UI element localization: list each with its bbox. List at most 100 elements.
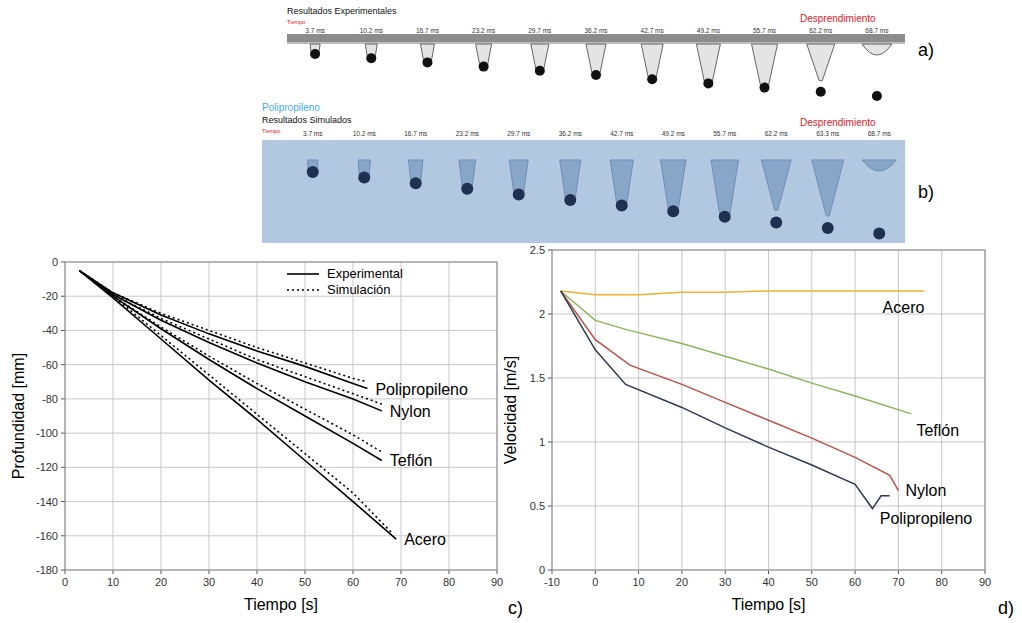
tick-label: 0.5	[530, 500, 545, 512]
tick	[61, 570, 65, 571]
tick	[209, 570, 210, 574]
tick	[985, 570, 986, 574]
frame-time: 63.3 ms	[816, 130, 840, 137]
sphere	[366, 53, 376, 63]
series-line	[79, 271, 381, 452]
grid-line	[638, 250, 639, 570]
cavity	[862, 44, 892, 55]
tick	[497, 570, 498, 574]
frame-time: 68.7 ms	[865, 27, 889, 34]
legend-swatch	[287, 289, 319, 291]
tick	[353, 570, 354, 574]
tick	[768, 570, 769, 574]
frame-time: 62.2 ms	[765, 130, 789, 137]
cavity	[696, 44, 720, 81]
grid-line	[552, 378, 985, 379]
tick-label: 10	[107, 576, 119, 588]
grid-line	[65, 433, 497, 434]
tick	[61, 262, 65, 263]
tick-label: 20	[676, 576, 688, 588]
y-axis-title: Velocidad [m/s]	[502, 356, 519, 465]
sphere	[760, 83, 770, 93]
sphere	[461, 183, 473, 195]
tick-label: 50	[299, 576, 311, 588]
tick-label: -10	[544, 576, 560, 588]
cavity	[476, 44, 492, 65]
curve-label: Acero	[883, 299, 925, 316]
frame-time: 3.7 ms	[303, 130, 323, 137]
curve-label: Acero	[404, 531, 446, 548]
cavity	[752, 44, 778, 86]
grid-line	[595, 250, 596, 570]
frame-time: 42.7 ms	[610, 130, 634, 137]
frame-time: 49.2 ms	[697, 27, 721, 34]
tick	[548, 378, 552, 379]
tick	[548, 570, 552, 571]
cavity	[586, 44, 606, 73]
tick	[725, 570, 726, 574]
chart: 0102030405060708090-180-160-140-120-100-…	[10, 256, 523, 618]
tick	[61, 433, 65, 434]
sphere	[703, 78, 713, 88]
series-line	[79, 271, 367, 382]
tick	[638, 570, 639, 574]
grid-line	[113, 262, 114, 570]
series-line	[79, 271, 367, 389]
curve-label: Teflón	[916, 422, 959, 439]
data-lines	[561, 291, 925, 509]
tick	[113, 570, 114, 574]
sphere	[873, 228, 885, 240]
tick-label: 2.5	[530, 244, 545, 256]
curve-label: Polipropileno	[375, 381, 468, 398]
sphere	[307, 166, 319, 178]
curve-label: Nylon	[390, 403, 431, 420]
tick-label: -100	[36, 427, 58, 439]
tick	[941, 570, 942, 574]
plot-frame	[65, 262, 497, 570]
water-surface	[287, 34, 905, 42]
cavity	[761, 160, 791, 210]
grid-line	[65, 501, 497, 502]
cavity	[509, 160, 528, 192]
tick-label: 70	[395, 576, 407, 588]
series-line	[561, 291, 925, 295]
tick	[401, 570, 402, 574]
tick-label: 70	[892, 576, 904, 588]
grid-line	[353, 262, 354, 570]
frame-time: 29.7 ms	[507, 130, 531, 137]
tick-label: 0	[592, 576, 598, 588]
sphere	[479, 62, 489, 72]
grid-line	[65, 364, 497, 365]
tick	[548, 250, 552, 251]
cavity	[807, 44, 835, 81]
tick-label: 0	[539, 564, 545, 576]
tick	[257, 570, 258, 574]
strip-title: Resultados Simulados	[262, 115, 352, 125]
grid-line	[768, 250, 769, 570]
frame-time: 62.2 ms	[809, 27, 833, 34]
cavity	[560, 160, 581, 198]
cavity	[661, 160, 686, 209]
grid-line	[65, 330, 497, 331]
legend-swatch	[287, 273, 319, 275]
tick	[681, 570, 682, 574]
tick	[811, 570, 812, 574]
tick	[552, 570, 553, 574]
tick-label: 30	[719, 576, 731, 588]
tick	[161, 570, 162, 574]
tick-label: 1	[539, 436, 545, 448]
sphere	[719, 211, 731, 223]
tick	[449, 570, 450, 574]
frame-time: 36.2 ms	[584, 27, 608, 34]
frame-time: 16.7 ms	[404, 130, 428, 137]
frame-time: 42.7 ms	[641, 27, 665, 34]
tick-label: 2	[539, 308, 545, 320]
tick-label: 0	[62, 576, 68, 588]
sphere	[310, 49, 320, 59]
grid-line	[681, 250, 682, 570]
grid-line	[257, 262, 258, 570]
series-line	[561, 291, 890, 509]
panel-letter: d)	[998, 598, 1014, 618]
tick	[65, 570, 66, 574]
frame-time: 16.7 ms	[416, 27, 440, 34]
